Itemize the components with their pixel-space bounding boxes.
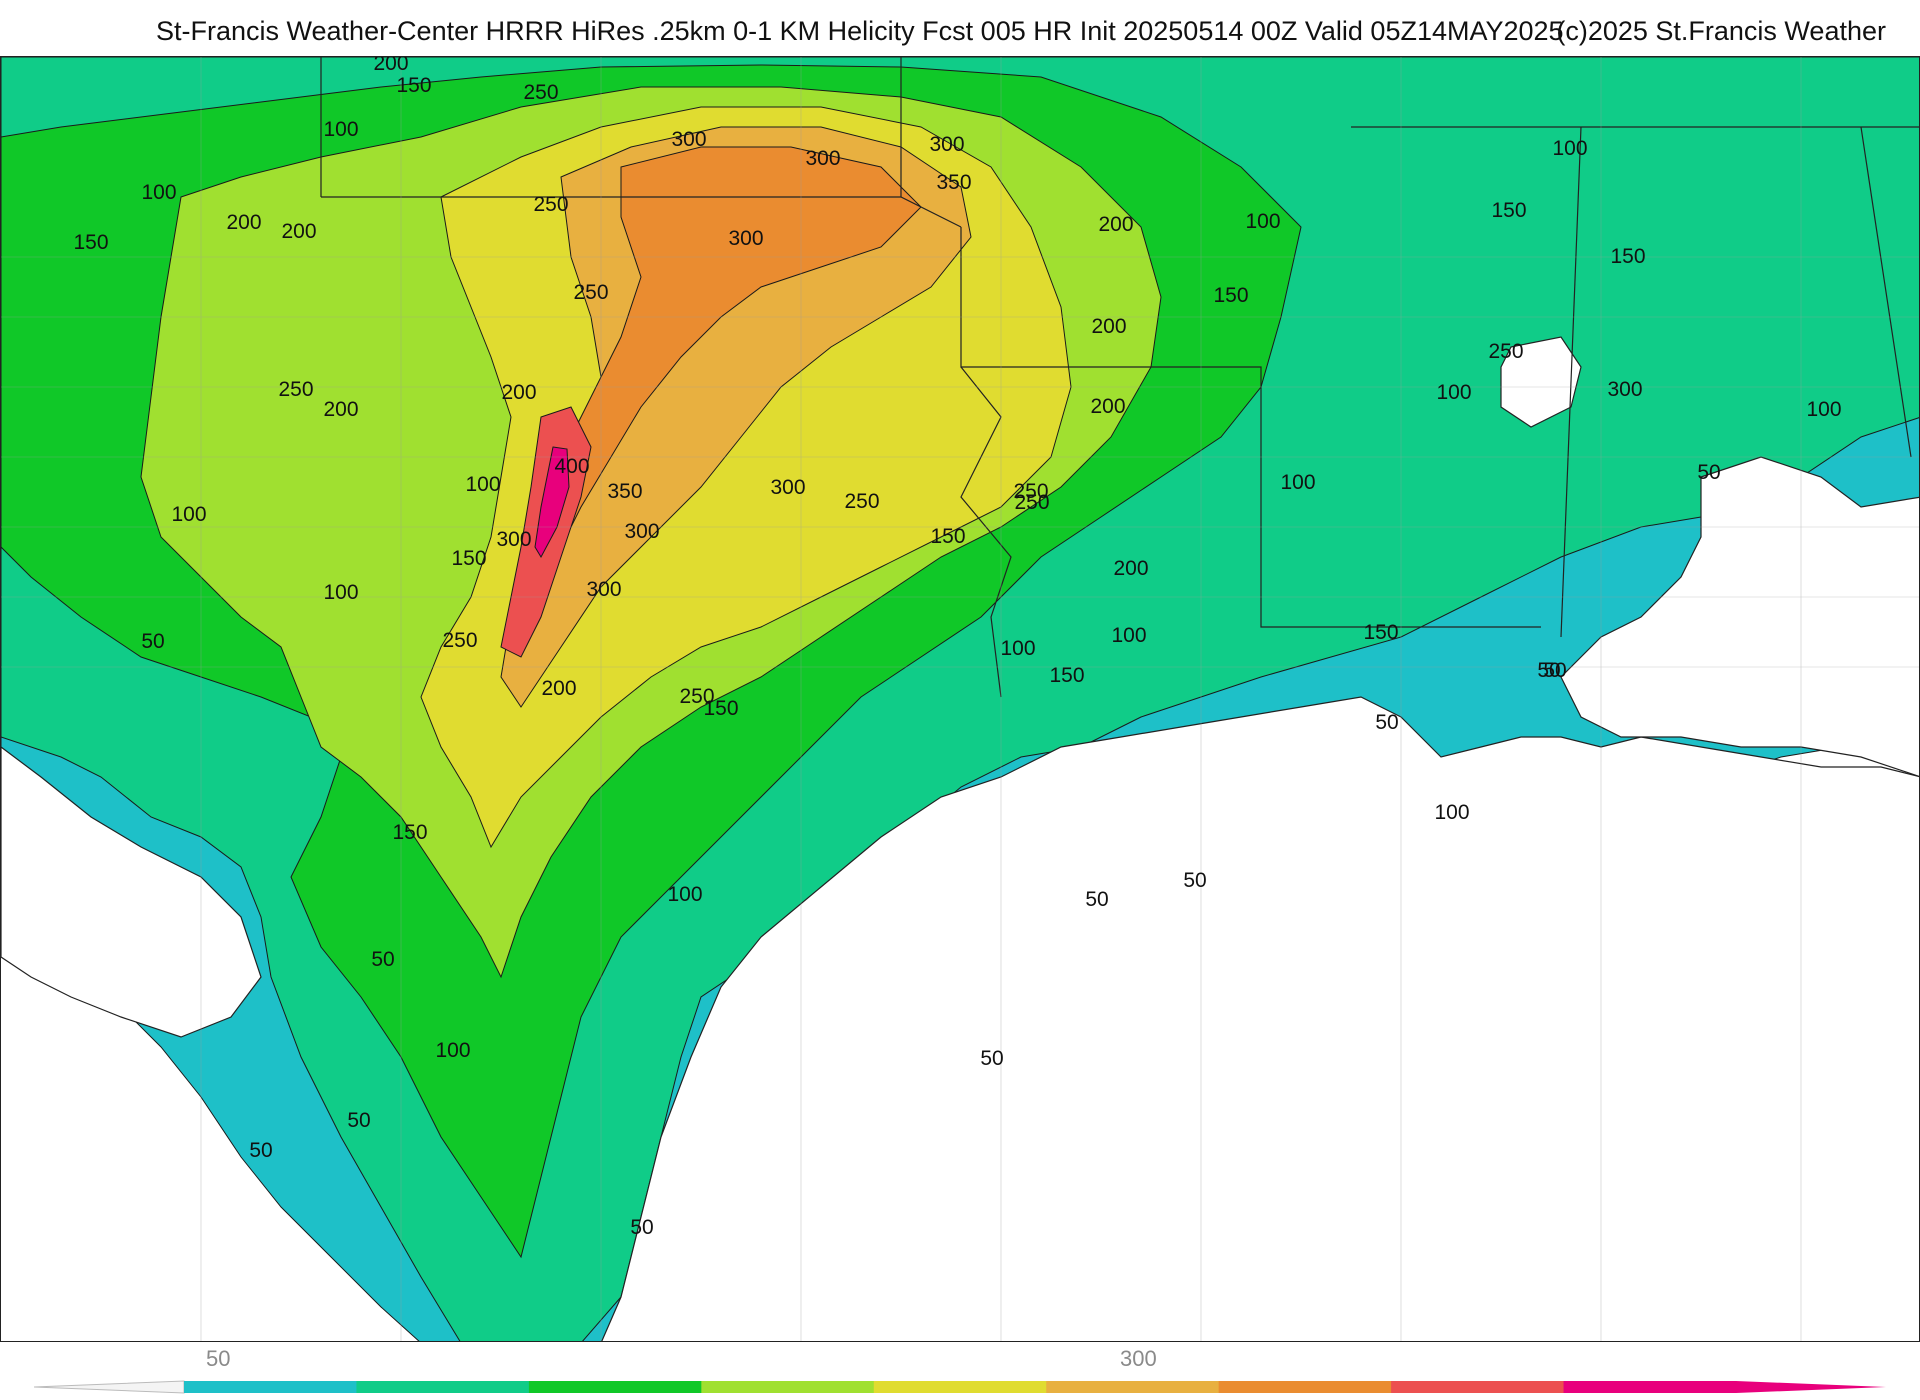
colorbar-cell bbox=[356, 1381, 530, 1393]
contour-label-100: 100 bbox=[323, 581, 358, 604]
contour-label-150: 150 bbox=[451, 547, 486, 570]
contour-label-50: 50 bbox=[1697, 461, 1720, 484]
contour-label-250: 250 bbox=[523, 81, 558, 104]
contour-label-100: 100 bbox=[435, 1039, 470, 1062]
contour-label-100: 100 bbox=[1552, 137, 1587, 160]
southeast-blank bbox=[1560, 456, 1919, 777]
contour-label-300: 300 bbox=[805, 147, 840, 170]
contour-label-100: 100 bbox=[171, 503, 206, 526]
contour-label-150: 150 bbox=[930, 525, 965, 548]
colorbar-cell bbox=[1563, 1381, 1737, 1393]
contour-label-350: 350 bbox=[936, 171, 971, 194]
contour-label-100: 100 bbox=[141, 181, 176, 204]
contour-label-150: 150 bbox=[1363, 621, 1398, 644]
lake-blank bbox=[1500, 336, 1582, 428]
contour-label-150: 150 bbox=[1213, 284, 1248, 307]
contour-label-50: 50 bbox=[980, 1047, 1003, 1070]
contour-label-200: 200 bbox=[226, 211, 261, 234]
contour-label-400: 400 bbox=[554, 455, 589, 478]
contour-label-300: 300 bbox=[671, 128, 706, 151]
contour-label-50: 50 bbox=[141, 630, 164, 653]
contour-label-50: 50 bbox=[1543, 659, 1566, 682]
colorbar: 50 300 bbox=[0, 1342, 1920, 1400]
contour-label-300: 300 bbox=[728, 227, 763, 250]
colorbar-tick-50: 50 bbox=[206, 1346, 231, 1371]
contour-label-250: 250 bbox=[844, 490, 879, 513]
contour-label-250: 250 bbox=[1013, 480, 1048, 503]
contour-label-100: 100 bbox=[1111, 624, 1146, 647]
contour-label-100: 100 bbox=[1434, 801, 1469, 824]
map-title: St-Francis Weather-Center HRRR HiRes .25… bbox=[156, 16, 1564, 46]
contour-label-300: 300 bbox=[624, 520, 659, 543]
contour-label-200: 200 bbox=[373, 57, 408, 75]
contour-label-200: 200 bbox=[1091, 315, 1126, 338]
contour-label-100: 100 bbox=[1280, 471, 1315, 494]
contour-label-100: 100 bbox=[465, 473, 500, 496]
contour-label-150: 150 bbox=[1491, 199, 1526, 222]
contour-label-250: 250 bbox=[278, 378, 313, 401]
colorbar-cell bbox=[873, 1381, 1047, 1393]
contour-label-150: 150 bbox=[703, 697, 738, 720]
mexico-blank bbox=[1, 746, 262, 1038]
contour-label-250: 250 bbox=[573, 281, 608, 304]
colorbar-cell bbox=[528, 1381, 702, 1393]
contour-label-250: 250 bbox=[533, 193, 568, 216]
contour-label-100: 100 bbox=[667, 883, 702, 906]
contour-label-100: 100 bbox=[1436, 381, 1471, 404]
contour-label-300: 300 bbox=[496, 528, 531, 551]
contour-label-150: 150 bbox=[1610, 245, 1645, 268]
chart-title-bar: St-Francis Weather-Center HRRR HiRes .25… bbox=[0, 8, 1920, 60]
colorbar-cell bbox=[1391, 1381, 1565, 1393]
colorbar-cell bbox=[701, 1381, 875, 1393]
contour-label-200: 200 bbox=[541, 677, 576, 700]
gulf-water bbox=[601, 696, 1919, 1341]
field-band-450 bbox=[534, 446, 570, 559]
contour-label-150: 150 bbox=[1049, 664, 1084, 687]
contour-label-200: 200 bbox=[1113, 557, 1148, 580]
contour-label-300: 300 bbox=[929, 133, 964, 156]
contour-label-250: 250 bbox=[1488, 340, 1523, 363]
contour-label-100: 100 bbox=[1245, 210, 1280, 233]
contour-label-100: 100 bbox=[1806, 398, 1841, 421]
contour-label-250: 250 bbox=[1014, 491, 1049, 514]
colorbar-right-arrow bbox=[1736, 1381, 1886, 1393]
contour-label-200: 200 bbox=[1098, 213, 1133, 236]
contour-label-50: 50 bbox=[1375, 711, 1398, 734]
contour-label-50: 50 bbox=[1085, 888, 1108, 911]
contour-label-150: 150 bbox=[396, 74, 431, 97]
contour-label-200: 200 bbox=[281, 220, 316, 243]
contour-label-50: 50 bbox=[630, 1216, 653, 1239]
colorbar-cell bbox=[1218, 1381, 1392, 1393]
colorbar-cell bbox=[184, 1381, 357, 1393]
copyright-text: (c)2025 St.Francis Weather bbox=[1556, 16, 1886, 46]
contour-label-50: 50 bbox=[1183, 869, 1206, 892]
contour-label-150: 150 bbox=[73, 231, 108, 254]
weather-map: 200 150 250 100 300 300 100 200 250 300 350 250 150 2… bbox=[0, 56, 1920, 1342]
colorbar-tick-300: 300 bbox=[1120, 1346, 1157, 1371]
contour-label-150: 150 bbox=[392, 821, 427, 844]
contour-label-300: 300 bbox=[1607, 378, 1642, 401]
colorbar-cell bbox=[1046, 1381, 1220, 1393]
colorbar-ramp bbox=[34, 1380, 1886, 1394]
contour-label-100: 100 bbox=[323, 118, 358, 141]
contour-label-250: 250 bbox=[442, 629, 477, 652]
contour-label-350: 350 bbox=[607, 480, 642, 503]
contour-label-300: 300 bbox=[586, 578, 621, 601]
county-lines bbox=[1, 57, 1919, 1341]
contour-label-250: 250 bbox=[679, 685, 714, 708]
colorbar-left-arrow bbox=[34, 1380, 185, 1394]
contour-label-200: 200 bbox=[501, 381, 536, 404]
contour-label-200: 200 bbox=[1090, 395, 1125, 418]
contour-label-300: 300 bbox=[770, 476, 805, 499]
contour-label-50: 50 bbox=[249, 1139, 272, 1162]
contour-label-50: 50 bbox=[371, 948, 394, 971]
contour-label-50: 50 bbox=[1537, 659, 1560, 682]
contour-label-100: 100 bbox=[1000, 637, 1035, 660]
contour-label-50: 50 bbox=[347, 1109, 370, 1132]
contour-label-200: 200 bbox=[323, 398, 358, 421]
